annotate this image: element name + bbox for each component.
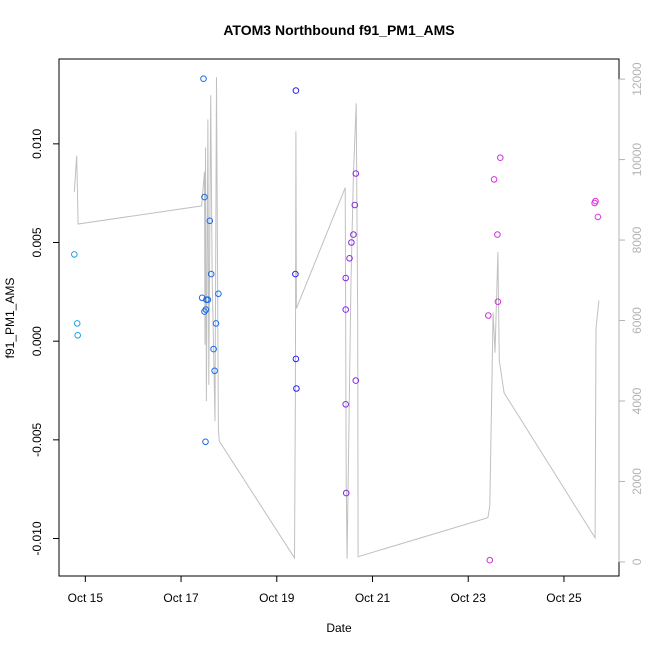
data-point: [594, 213, 602, 221]
data-point: [485, 312, 492, 319]
x-axis: Oct 15 Oct 17 Oct 19 Oct 21 Oct 23 Oct 25: [68, 575, 582, 605]
data-point: [497, 154, 504, 161]
data-point: [346, 254, 353, 262]
data-point: [592, 197, 599, 205]
data-point: [293, 385, 300, 392]
y2-tick-label: 8000: [630, 226, 644, 253]
x-tick-label: Oct 15: [68, 591, 104, 605]
x-tick-label: Oct 25: [546, 591, 582, 605]
data-point: [292, 355, 300, 363]
x-tick-label: Oct 21: [355, 591, 391, 605]
data-point: [342, 306, 350, 313]
data-point: [351, 201, 359, 209]
y-tick-label: 0.005: [30, 227, 44, 257]
y2-axis: 0 2000 4000 6000 8000 10000 12000: [618, 62, 644, 565]
data-point: [352, 170, 360, 177]
data-point: [200, 75, 207, 82]
data-point: [207, 270, 215, 278]
y2-tick-label: 12000: [630, 62, 644, 96]
data-point: [486, 556, 494, 564]
data-point: [210, 345, 217, 353]
y-tick-label: -0.005: [30, 423, 44, 457]
altitude-series: [73, 77, 600, 560]
y-tick-label: 0.010: [30, 129, 44, 159]
data-point: [74, 332, 81, 339]
y-axis: -0.010 -0.005 0.000 0.005 0.010: [30, 129, 60, 556]
y2-tick-label: 0: [630, 558, 644, 565]
data-point: [292, 270, 299, 278]
data-point: [212, 320, 220, 327]
data-point: [201, 193, 208, 201]
data-point: [342, 274, 350, 282]
data-point: [73, 320, 81, 327]
y2-tick-label: 10000: [630, 143, 644, 177]
scatter-points: [71, 75, 602, 564]
data-point: [202, 306, 210, 313]
data-point: [215, 290, 222, 298]
x-axis-label: Date: [326, 621, 352, 635]
data-point: [342, 489, 350, 497]
y2-tick-label: 2000: [630, 468, 644, 495]
data-point: [198, 294, 206, 302]
data-point: [292, 87, 300, 94]
data-point: [352, 377, 360, 384]
data-point: [202, 438, 209, 446]
data-point: [494, 231, 501, 238]
y-tick-label: 0.000: [30, 326, 44, 356]
data-point: [204, 296, 212, 304]
data-point: [211, 367, 218, 375]
x-tick-label: Oct 19: [259, 591, 295, 605]
y2-tick-label: 4000: [630, 387, 644, 414]
data-point: [342, 401, 350, 408]
altitude-line: [73, 77, 600, 560]
data-point: [71, 251, 78, 258]
y-tick-label: -0.010: [30, 521, 44, 555]
data-point: [348, 239, 355, 246]
plot-frame: [58, 58, 620, 577]
y2-tick-label: 6000: [630, 307, 644, 334]
y-axis-label: f91_PM1_AMS: [3, 278, 17, 359]
data-point: [350, 231, 357, 238]
data-point: [490, 176, 498, 183]
x-tick-label: Oct 17: [163, 591, 199, 605]
chart-title: ATOM3 Northbound f91_PM1_AMS: [223, 22, 454, 38]
x-tick-label: Oct 23: [451, 591, 487, 605]
data-point: [206, 217, 214, 225]
data-point: [494, 298, 502, 306]
